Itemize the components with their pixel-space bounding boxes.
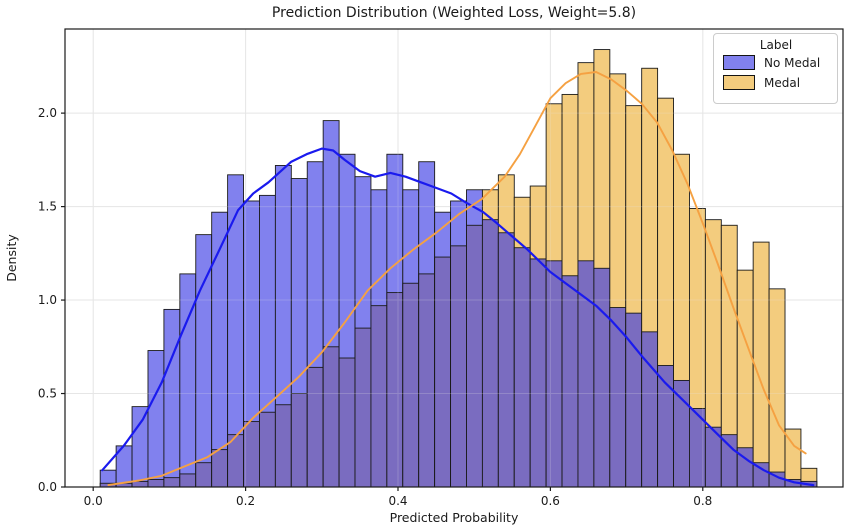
x-tick-label: 0.0 [84, 494, 103, 508]
y-tick-label: 0.5 [38, 387, 57, 401]
histogram-bar-overlap [131, 480, 149, 488]
histogram-bar-overlap [434, 256, 452, 488]
histogram-bar-overlap [179, 473, 197, 488]
histogram-bar-overlap [545, 260, 563, 488]
legend-title: Label [759, 38, 793, 52]
histogram-bar [147, 350, 165, 488]
histogram-bar-overlap [720, 434, 738, 488]
histogram-bar-overlap [259, 411, 276, 488]
histogram-bar-overlap [497, 232, 515, 488]
histogram-bar-overlap [561, 275, 579, 488]
histogram-bar-overlap [402, 282, 420, 488]
histogram-bar-overlap [418, 273, 436, 488]
histogram-bar [752, 241, 770, 488]
histogram-bar-overlap [306, 366, 324, 488]
histogram-bar-overlap [163, 477, 181, 488]
no-medal-swatch-icon [723, 55, 755, 70]
histogram-bar-overlap [593, 267, 611, 488]
y-axis-label: Density [4, 234, 19, 282]
histogram-bar-overlap [290, 393, 308, 488]
histogram-bar-overlap [370, 305, 388, 488]
legend-item-no-medal: No Medal [723, 55, 829, 70]
x-tick-label: 0.6 [541, 494, 560, 508]
histogram-bar-overlap [274, 404, 292, 488]
y-tick-label: 2.0 [38, 106, 57, 120]
chart-title: Prediction Distribution (Weighted Loss, … [272, 5, 636, 21]
histogram-bar-overlap [673, 379, 690, 488]
histogram-bar [131, 406, 149, 488]
medal-swatch-icon [723, 75, 755, 90]
y-tick-label: 0.0 [38, 480, 57, 494]
x-tick-label: 0.2 [236, 494, 255, 508]
x-axis-label: Predicted Probability [390, 510, 519, 525]
y-tick-label: 1.0 [38, 293, 57, 307]
legend: Label No Medal Medal [713, 33, 838, 104]
histogram-bar-overlap [450, 245, 467, 488]
histogram-bar-overlap [147, 479, 165, 488]
grid-lines-overlay [65, 29, 843, 487]
histogram-bars [99, 49, 818, 488]
legend-item-medal: Medal [723, 75, 829, 90]
histogram-bar-overlap [641, 331, 659, 488]
histogram-bar-overlap [386, 292, 404, 488]
x-tick-label: 0.4 [388, 494, 407, 508]
histogram-bar-overlap [211, 449, 229, 488]
histogram-bar-overlap [481, 219, 499, 488]
histogram-bar-overlap [466, 224, 483, 488]
no-medal-kde-curve [101, 147, 815, 487]
histogram-bar-overlap [529, 258, 547, 488]
legend-label-no-medal: No Medal [764, 55, 821, 70]
axes-frame [64, 28, 844, 488]
axis-ticks [61, 112, 704, 491]
x-tick-label: 0.8 [693, 494, 712, 508]
histogram-bar [768, 288, 786, 488]
histogram-bar-overlap [322, 346, 340, 488]
y-tick-label: 1.5 [38, 200, 57, 214]
histogram-bar-overlap [195, 462, 213, 488]
histogram-bar-overlap [354, 327, 372, 488]
histogram-bar-overlap [513, 247, 531, 488]
axis-tick-labels: 0.0 0.2 0.4 0.6 0.8 0.0 0.5 1.0 1.5 2.0 [38, 106, 712, 508]
histogram-bar [163, 308, 181, 488]
medal-kde-curve [107, 71, 807, 487]
histogram-bar-overlap [338, 357, 356, 488]
kde-curves [101, 71, 815, 487]
legend-label-medal: Medal [764, 75, 801, 90]
